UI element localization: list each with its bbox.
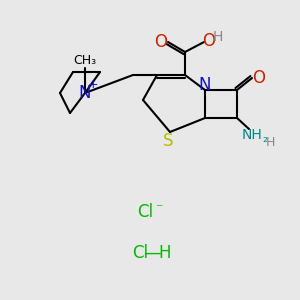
Text: Cl: Cl <box>132 244 148 262</box>
Text: O: O <box>253 69 266 87</box>
Text: ₂: ₂ <box>262 131 268 145</box>
Text: NH: NH <box>242 128 262 142</box>
Text: S: S <box>163 132 173 150</box>
Text: N: N <box>199 76 211 94</box>
Text: H: H <box>213 30 223 44</box>
Text: +: + <box>88 79 98 92</box>
Text: ⁻: ⁻ <box>155 202 163 216</box>
Text: N: N <box>79 84 91 102</box>
Text: H: H <box>265 136 275 148</box>
Text: —: — <box>145 244 161 262</box>
Text: O: O <box>202 32 215 50</box>
Text: Cl: Cl <box>137 203 153 221</box>
Text: H: H <box>159 244 171 262</box>
Text: O: O <box>154 33 167 51</box>
Text: CH₃: CH₃ <box>74 53 97 67</box>
